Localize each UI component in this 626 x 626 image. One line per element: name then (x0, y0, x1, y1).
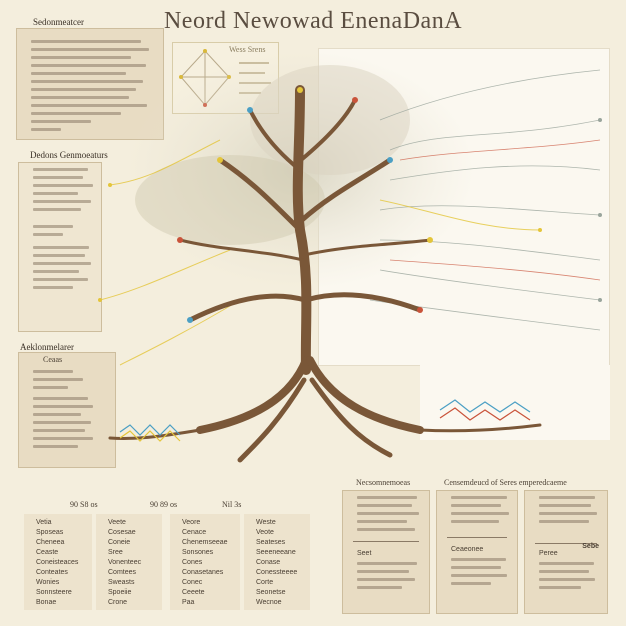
list-item: Seateses (256, 539, 286, 546)
list-item: Coneie (108, 539, 131, 546)
list-item: Sposeas (36, 529, 64, 536)
left-panel-3: Ceaas (18, 352, 116, 468)
page-title: Neord Newowad EnenaDanA (163, 8, 463, 34)
left-panel-2 (18, 162, 102, 332)
bottom-right-heading-1: Necsomnemoeas (356, 478, 411, 487)
bottom-table-col-2: Veete Cosesae Coneie Sree Vonenteec Comt… (96, 514, 162, 610)
info-card-2-label: Ceaeonee (451, 546, 484, 553)
list-item: Chenemseeae (182, 539, 228, 546)
list-item: Wonies (36, 579, 60, 586)
info-card-3: Sebe Peree (524, 490, 608, 614)
bottom-table-col-4: Weste Veote Seateses Seeeneeane Conase C… (244, 514, 310, 610)
list-item: Spoeiie (108, 589, 132, 596)
list-item: Seeeneeane (256, 549, 296, 556)
list-item: Cosesae (108, 529, 136, 536)
list-item: Wecnoe (256, 599, 282, 606)
list-item: Corte (256, 579, 274, 586)
list-item: Sweasts (108, 579, 135, 586)
list-item: Veete (108, 519, 126, 526)
list-item: Coneisteaces (36, 559, 79, 566)
left-panel-2-heading: Dedons Genmoeaturs (30, 150, 108, 160)
list-item: Conessteeee (256, 569, 298, 576)
info-card-2: Ceaeonee (436, 490, 518, 614)
info-card-3-badge: Sebe (582, 543, 599, 550)
list-item: Ceeete (182, 589, 205, 596)
left-panel-3-heading: Aeklonmelarer (20, 342, 74, 352)
list-item: Conteates (36, 569, 68, 576)
info-card-3-label: Peree (539, 550, 558, 557)
top-left-panel-heading: Sedonmeatcer (33, 17, 84, 27)
list-item: Ceaste (36, 549, 59, 556)
list-item: Conasetanes (182, 569, 224, 576)
list-item: Bonae (36, 599, 57, 606)
bottom-header-1: 90 S8 os (70, 500, 98, 509)
list-item: Conec (182, 579, 203, 586)
list-item: Cheneea (36, 539, 65, 546)
list-item: Cones (182, 559, 203, 566)
list-item: Conase (256, 559, 281, 566)
list-item: Vonenteec (108, 559, 142, 566)
bottom-right-heading-2: Censemdeucd of Seres emperedcaeme (444, 478, 567, 487)
list-item: Sonnsteere (36, 589, 72, 596)
info-card-1-label: Seet (357, 550, 372, 557)
list-item: Paa (182, 599, 195, 606)
list-item: Comtees (108, 569, 137, 576)
info-card-1: Seet (342, 490, 430, 614)
neural-tree-diagram (98, 50, 602, 463)
inset-box-heading: Wess Srens (229, 45, 266, 54)
top-left-panel: Sedonmeatcer (16, 17, 164, 140)
list-item: Veote (256, 529, 274, 536)
list-item: Vetia (36, 519, 52, 526)
list-item: Sree (108, 549, 123, 556)
list-item: Seonetse (256, 589, 286, 596)
list-item: Weste (256, 519, 276, 526)
list-item: Cenace (182, 529, 207, 536)
left-panel-3-subheading: Ceaas (43, 355, 63, 364)
bottom-table-col-1: Vetia Sposeas Cheneea Ceaste Coneisteace… (24, 514, 92, 610)
bottom-header-2: 90 89 os (150, 500, 178, 509)
list-item: Veore (182, 519, 201, 526)
bottom-header-3: Nil 3s (222, 500, 242, 509)
list-item: Crone (108, 599, 128, 606)
bottom-table-col-3: Veore Cenace Chenemseeae Sonsones Cones … (170, 514, 240, 610)
list-item: Sonsones (182, 549, 214, 556)
